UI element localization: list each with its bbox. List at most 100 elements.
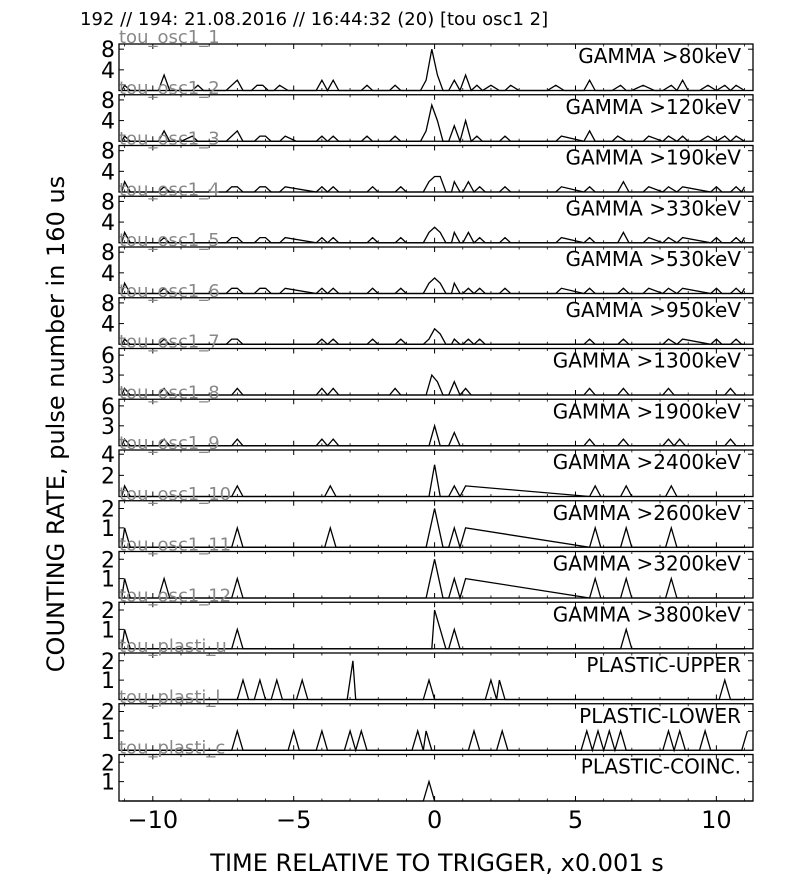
- y-tick-label: 2: [101, 548, 115, 573]
- chart-header: 192 // 194: 21.08.2016 // 16:44:32 (20) …: [80, 9, 548, 30]
- channel-label: tou_osc1_6: [119, 281, 220, 302]
- panel-title: GAMMA >3200keV: [553, 552, 742, 576]
- y-tick-label: 1: [101, 720, 115, 745]
- panel-title: PLASTIC-LOWER: [579, 704, 741, 728]
- panel-frame: [118, 94, 754, 142]
- series-line-tou_plasti_u: [121, 660, 745, 701]
- y-tick-label: 8: [101, 89, 115, 114]
- panel-title: GAMMA >1900keV: [553, 399, 742, 423]
- channel-label: tou_osc1_2: [119, 78, 220, 99]
- panel-frame: [118, 246, 754, 295]
- panel-tou_osc1_12: 12 GAMMA >3800keV tou_osc1_12: [101, 585, 754, 650]
- y-tick-label: 6: [101, 395, 115, 420]
- panel-frame: [118, 550, 754, 599]
- panel-title: GAMMA >80keV: [578, 44, 741, 68]
- x-tick-label: 0: [427, 806, 442, 834]
- y-axis-label: COUNTING RATE, pulse number in 160 us: [42, 176, 70, 672]
- panel-frame: [118, 500, 754, 548]
- channel-label: tou_osc1_3: [119, 129, 220, 150]
- channel-label: tou_plasti_c: [119, 738, 225, 759]
- series-line-tou_osc1_9: [121, 464, 745, 498]
- y-tick-label: 1: [101, 771, 115, 796]
- series-line-tou_osc1_2: [121, 102, 745, 144]
- panel-title: GAMMA >1300keV: [553, 349, 742, 373]
- y-tick-label: 4: [101, 313, 115, 338]
- y-tick-label: 2: [101, 599, 115, 624]
- panel-tou_plasti_u: 12 PLASTIC-UPPER tou_plasti_u: [101, 636, 754, 701]
- panel-tou_osc1_10: 12 GAMMA >2600keV tou_osc1_10: [101, 484, 754, 550]
- y-tick-label: 4: [101, 59, 115, 84]
- series-line-tou_osc1_12: [121, 609, 745, 650]
- channel-label: tou_osc1_7: [119, 332, 220, 353]
- y-tick-label: 4: [101, 262, 115, 287]
- series-line-tou_plasti_c: [121, 779, 753, 802]
- y-tick-label: 2: [101, 498, 115, 523]
- panel-tou_osc1_9: 24 GAMMA >2400keV tou_osc1_9: [101, 433, 754, 498]
- panel-frame: [118, 398, 754, 447]
- y-tick-label: 8: [101, 38, 115, 63]
- y-tick-label: 8: [101, 292, 115, 317]
- y-tick-label: 4: [101, 110, 115, 135]
- panel-tou_osc1_11: 12 GAMMA >3200keV tou_osc1_11: [101, 535, 754, 601]
- y-tick-label: 2: [101, 464, 115, 489]
- series-line-tou_osc1_3: [121, 175, 746, 194]
- panel-tou_osc1_5: 48 GAMMA >530keV tou_osc1_5: [101, 230, 754, 295]
- channel-label: tou_osc1_4: [119, 179, 220, 200]
- y-tick-label: 8: [101, 140, 115, 165]
- x-tick-label: 5: [568, 806, 583, 834]
- y-tick-label: 1: [101, 568, 115, 593]
- panel-title: PLASTIC-UPPER: [586, 653, 741, 677]
- panel-tou_osc1_3: 48 GAMMA >190keV tou_osc1_3: [101, 129, 754, 194]
- x-tick-label: 10: [701, 806, 732, 834]
- channel-label: tou_plasti_u: [119, 636, 227, 657]
- panel-title: GAMMA >330keV: [565, 196, 741, 220]
- series-line-tou_osc1_4: [121, 226, 746, 244]
- panel-title: GAMMA >120keV: [565, 95, 741, 119]
- panel-frame: [118, 297, 754, 345]
- series-line-tou_osc1_10: [121, 508, 745, 550]
- channel-label: tou_osc1_1: [119, 27, 220, 48]
- panel-title: GAMMA >2400keV: [553, 450, 742, 474]
- panel-tou_plasti_l: 12 PLASTIC-LOWER tou_plasti_l: [101, 687, 754, 753]
- y-tick-label: 2: [101, 701, 115, 726]
- panel-frame: [118, 43, 754, 92]
- y-tick-label: 8: [101, 190, 115, 215]
- panel-title: GAMMA >530keV: [565, 247, 741, 271]
- panel-tou_osc1_4: 48 GAMMA >330keV tou_osc1_4: [101, 179, 754, 244]
- panel-tou_osc1_6: 48 GAMMA >950keV tou_osc1_6: [101, 281, 754, 346]
- x-tick-label: −10: [127, 806, 178, 834]
- panel-tou_osc1_1: 48 GAMMA >80keV tou_osc1_1: [101, 27, 754, 93]
- panel-tou_plasti_c: 12 PLASTIC-COINC. tou_plasti_c: [101, 738, 754, 802]
- series-line-tou_osc1_7: [121, 373, 745, 397]
- panel-title: GAMMA >2600keV: [553, 501, 742, 525]
- x-tick-label: −5: [276, 806, 311, 834]
- y-tick-label: 4: [101, 211, 115, 236]
- panel-title: GAMMA >950keV: [565, 298, 741, 322]
- channel-label: tou_osc1_5: [119, 230, 220, 251]
- series-line-tou_osc1_5: [121, 277, 746, 295]
- channel-label: tou_osc1_10: [119, 484, 231, 505]
- panel-title: PLASTIC-COINC.: [581, 755, 741, 779]
- panel-frame: [118, 601, 754, 650]
- panel-frame: [118, 347, 754, 396]
- panel-title: GAMMA >190keV: [565, 146, 741, 170]
- y-tick-label: 8: [101, 241, 115, 266]
- series-line-tou_osc1_6: [121, 327, 745, 346]
- channel-label: tou_osc1_9: [119, 433, 220, 454]
- y-tick-label: 1: [101, 517, 115, 542]
- panel-frame: [118, 195, 754, 244]
- y-tick-label: 3: [101, 364, 115, 389]
- y-tick-label: 1: [101, 669, 115, 694]
- series-line-tou_osc1_11: [121, 559, 745, 601]
- y-tick-label: 2: [101, 751, 115, 776]
- y-tick-label: 1: [101, 618, 115, 643]
- series-line-tou_osc1_8: [121, 423, 745, 447]
- series-line-tou_osc1_1: [121, 49, 745, 93]
- y-tick-label: 2: [101, 650, 115, 675]
- panel-title: GAMMA >3800keV: [553, 602, 742, 626]
- panel-tou_osc1_7: 36 GAMMA >1300keV tou_osc1_7: [101, 332, 754, 397]
- y-tick-label: 4: [101, 160, 115, 185]
- panel-frame: [118, 449, 754, 498]
- panel-tou_osc1_2: 48 GAMMA >120keV tou_osc1_2: [101, 78, 754, 144]
